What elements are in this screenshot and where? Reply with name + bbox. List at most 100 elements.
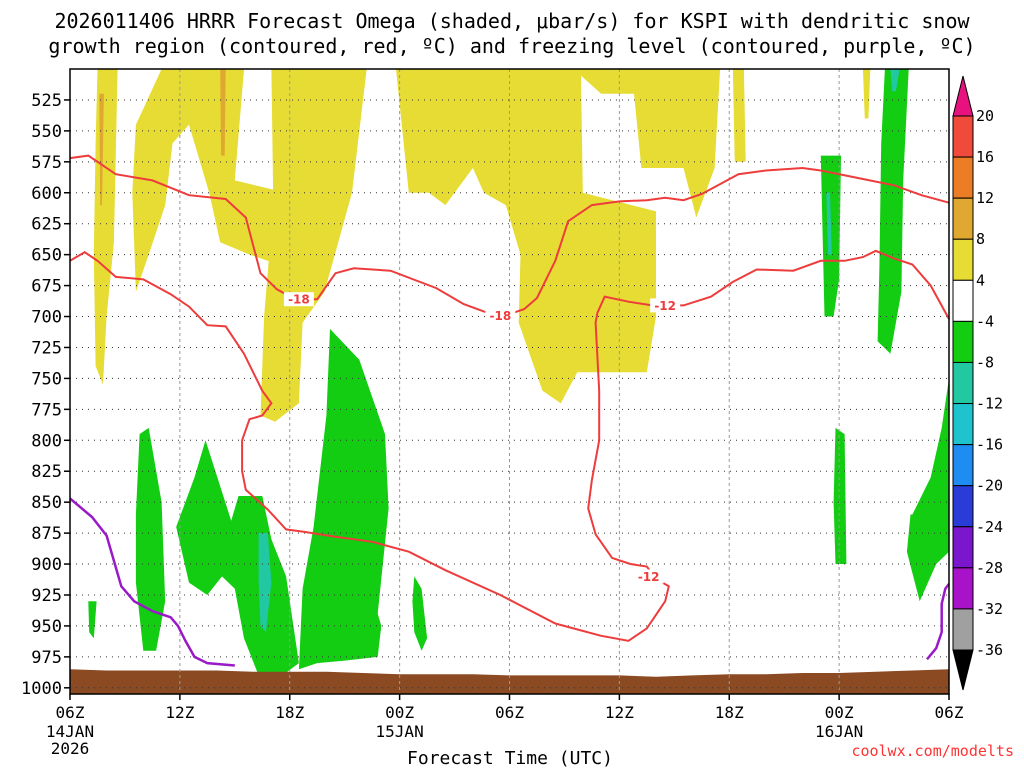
colorbar-label: -20	[976, 477, 1003, 495]
y-tick-label: 775	[31, 400, 62, 420]
colorbar-label: -8	[976, 353, 994, 371]
y-tick-label: 625	[31, 215, 62, 235]
colorbar-segment	[952, 567, 974, 610]
chart-title-line-2: growth region (contoured, red, ºC) and f…	[48, 34, 975, 58]
colorbar-segment	[952, 197, 974, 240]
x-axis: 06Z 12Z 18Z 00Z 06Z 12Z 18Z 00Z 06Z14JAN202615JA…	[46, 694, 964, 758]
colorbar-label: 20	[976, 107, 994, 125]
omega-region	[862, 69, 871, 119]
colorbar-segment	[952, 444, 974, 487]
dgz-label-background	[650, 298, 681, 313]
x-tick-label: 06Z	[495, 703, 524, 722]
omega-region	[573, 69, 721, 218]
grid-layer	[70, 69, 949, 694]
x-date-label: 2026	[51, 739, 90, 758]
colorbar-label: 12	[976, 189, 994, 207]
y-tick-label: 825	[31, 462, 62, 482]
colorbar-segment	[952, 526, 974, 569]
x-tick-label: 06Z	[56, 703, 85, 722]
omega-region	[732, 69, 746, 162]
y-tick-label: 600	[31, 184, 62, 204]
x-tick-label: 00Z	[825, 703, 854, 722]
omega-region	[260, 69, 367, 422]
colorbar-label: -4	[976, 312, 994, 330]
omega-region	[99, 93, 104, 206]
omega-region	[220, 69, 226, 156]
omega-region	[135, 427, 166, 651]
x-tick-label: 12Z	[165, 703, 194, 722]
colorbar-segment	[952, 238, 974, 281]
y-tick-label: 975	[31, 648, 62, 668]
x-date-label: 15JAN	[376, 722, 424, 741]
omega-region	[833, 427, 847, 564]
x-tick-label: 00Z	[385, 703, 414, 722]
omega-shading-layer	[88, 69, 949, 676]
dgz-contour-line	[69, 249, 950, 642]
y-tick-label: 750	[31, 369, 62, 389]
y-tick-label: 800	[31, 431, 62, 451]
colorbar-segment	[952, 320, 974, 363]
x-date-label: 16JAN	[815, 722, 863, 741]
x-tick-label: 18Z	[715, 703, 744, 722]
omega-region	[132, 69, 287, 292]
x-tick-label: 18Z	[275, 703, 304, 722]
colorbar-label: -24	[976, 518, 1003, 536]
y-tick-label: 575	[31, 153, 62, 173]
colorbar-segment	[952, 115, 974, 158]
omega-region	[176, 440, 299, 676]
omega-region	[258, 533, 272, 633]
x-date-label: 14JAN	[46, 722, 94, 741]
colorbar-label: -12	[976, 395, 1003, 413]
dgz-label-background	[283, 292, 314, 307]
colorbar-label: -16	[976, 436, 1003, 454]
plot-area: -18 -18 -12 -12	[69, 68, 950, 695]
x-tick-label: 06Z	[935, 703, 964, 722]
dgz-label-background	[633, 569, 664, 584]
colorbar-label: -36	[976, 641, 1003, 659]
omega-region	[298, 328, 389, 670]
dgz-contour-label: -18	[490, 309, 512, 323]
freezing-level-line	[69, 497, 235, 667]
colorbar-segment	[952, 403, 974, 446]
y-tick-label: 950	[31, 617, 62, 637]
y-axis: 525 550 575 600 625 650 675 700 725 750 775 800 825 8…	[21, 91, 70, 699]
y-tick-label: 675	[31, 277, 62, 297]
colorbar-bottom-arrow	[952, 649, 974, 691]
y-tick-label: 850	[31, 493, 62, 513]
dgz-contour-label: -12	[654, 299, 676, 313]
colorbar-label: 8	[976, 230, 985, 248]
colorbar-label: -28	[976, 559, 1003, 577]
omega-region	[877, 69, 909, 354]
credit-text: coolwx.com/modelts	[851, 742, 1014, 760]
dgz-contour-label: -18	[288, 293, 310, 307]
omega-region	[890, 69, 900, 92]
dgz-contour-label: -12	[638, 570, 660, 584]
colorbar-segment	[952, 156, 974, 199]
colorbar: 20 16 12 8 4 -4 -8 -12 -16 -20 -24 -28 -32 -36	[952, 75, 1003, 691]
x-axis-title: Forecast Time (UTC)	[407, 748, 613, 768]
y-tick-label: 725	[31, 338, 62, 358]
x-tick-label: 12Z	[605, 703, 634, 722]
colorbar-segment	[952, 485, 974, 528]
contour-layer: -18 -18 -12 -12	[69, 154, 950, 667]
omega-region	[363, 69, 656, 404]
colorbar-label: 4	[976, 271, 985, 289]
omega-region	[906, 378, 949, 602]
y-tick-label: 525	[31, 91, 62, 111]
y-tick-label: 650	[31, 246, 62, 266]
y-tick-label: 1000	[21, 679, 62, 699]
colorbar-segment	[952, 361, 974, 405]
colorbar-label: 16	[976, 148, 994, 166]
omega-region	[88, 601, 97, 639]
colorbar-segment	[952, 279, 974, 322]
y-tick-label: 550	[31, 122, 62, 142]
chart-title-line-1: 2026011406 HRRR Forecast Omega (shaded, …	[54, 9, 970, 33]
colorbar-top-arrow	[952, 75, 974, 117]
y-tick-label: 900	[31, 555, 62, 575]
y-tick-label: 700	[31, 308, 62, 328]
omega-region	[412, 576, 428, 651]
colorbar-segment	[952, 608, 974, 651]
colorbar-label: -32	[976, 600, 1003, 618]
dgz-label-background	[485, 308, 516, 323]
